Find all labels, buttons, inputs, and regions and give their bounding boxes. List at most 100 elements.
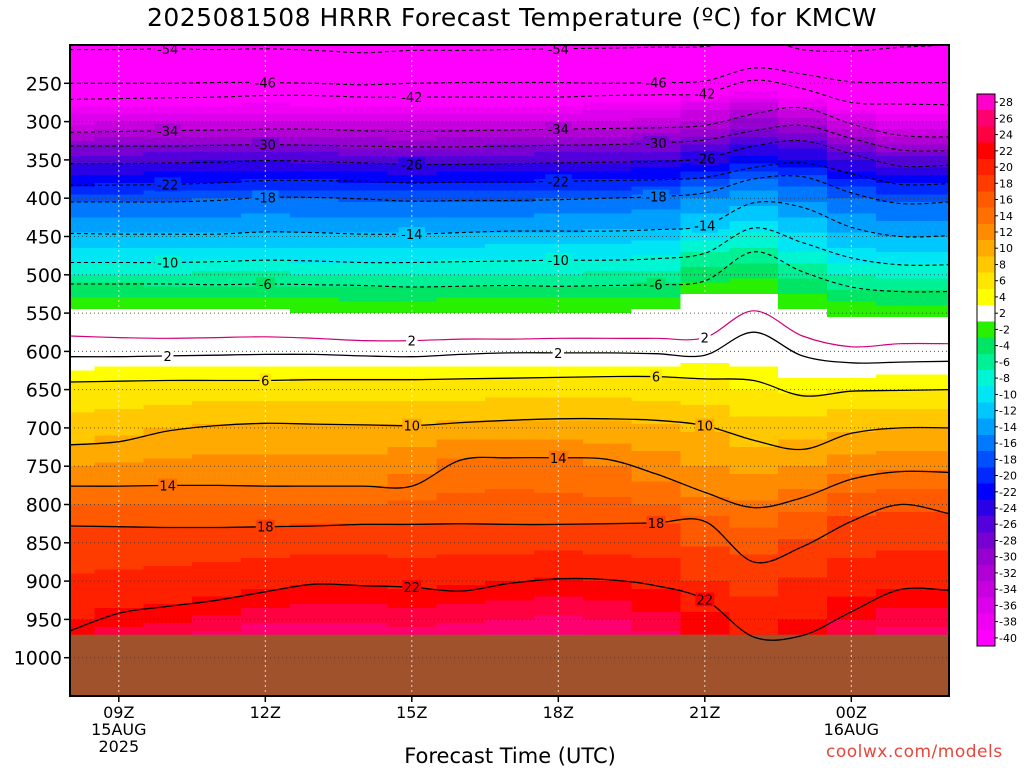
temperature-fill-cell (875, 397, 949, 403)
temperature-fill-cell (875, 75, 949, 81)
contour-line (70, 79, 949, 106)
x-tick-label: 2025 (98, 737, 139, 756)
temperature-fill-cell (875, 554, 949, 560)
contour-line (70, 227, 949, 266)
colorbar-tick-label: -24 (999, 502, 1017, 515)
y-tick-label: 700 (26, 418, 62, 440)
temperature-fill-cell (875, 87, 949, 92)
x-tick-label: 18Z (543, 703, 574, 722)
colorbar-tick-label: -32 (999, 567, 1017, 580)
y-tick-label: 300 (26, 112, 62, 134)
temperature-fill-cell (875, 535, 949, 540)
temperature-fill-cell (875, 473, 949, 479)
contour-label-bg (548, 450, 568, 465)
colorbar-tick-label: -2 (999, 323, 1010, 336)
temperature-fill-cell (875, 385, 949, 391)
temperature-fill-cell (875, 244, 949, 249)
contour-label: -46 (645, 77, 666, 92)
temperature-fill-cell (875, 508, 949, 514)
colorbar-tick-label: 28 (999, 96, 1013, 109)
temperature-fill-cell (875, 48, 949, 54)
temperature-fill-cell (875, 523, 949, 529)
colorbar-swatch (977, 516, 995, 533)
temperature-fill-cell (875, 152, 949, 157)
temperature-fill-cell (875, 519, 949, 525)
temperature-fill-cell (875, 412, 949, 418)
colorbar-tick-label: -30 (999, 551, 1017, 564)
temperature-fill-cell (875, 136, 949, 142)
x-tick-label: 09Z (103, 703, 134, 722)
x-tick-label: 12Z (250, 703, 281, 722)
temperature-fill-cell (875, 435, 949, 441)
contour-label: 14 (550, 452, 567, 467)
contour-line (70, 577, 949, 641)
contour-label-bg (161, 348, 174, 363)
colorbar-swatch (977, 191, 995, 209)
temperature-fill-cell (875, 259, 949, 265)
temperature-fill-cell (875, 71, 949, 77)
contour-label-bg (646, 277, 666, 292)
temperature-fill-cell (875, 179, 949, 184)
colorbar-tick-label: -8 (999, 372, 1010, 385)
y-tick-label: 400 (26, 188, 62, 210)
temperature-fill-cell (875, 623, 949, 628)
contour-label: -18 (645, 191, 666, 206)
temperature-fill-cell (875, 159, 949, 165)
colorbar-swatch (977, 142, 995, 160)
contour-label: -30 (255, 139, 276, 154)
colorbar-tick-label: 10 (999, 242, 1013, 255)
temperature-fill-cell (875, 600, 949, 606)
temperature-fill-cell (875, 94, 949, 100)
temperature-fill-cell (875, 274, 949, 280)
contour-line (70, 503, 949, 564)
colorbar-tick-label: 26 (999, 112, 1013, 125)
temperature-fill-cell (875, 630, 949, 636)
temperature-fill-cell (875, 320, 949, 326)
credit-text: coolwx.com/models (826, 742, 1003, 762)
contour-label-bg (695, 418, 715, 433)
temperature-fill-cell (875, 584, 949, 590)
contour-label: 6 (652, 371, 660, 386)
contour-label-bg (154, 123, 181, 138)
plot-frame (69, 44, 950, 697)
temperature-fill-cell (875, 194, 949, 200)
temperature-fill-cell (875, 332, 949, 337)
temperature-fill-cell (875, 565, 949, 571)
contour-label-bg (545, 45, 572, 56)
colorbar-tick-label: 14 (999, 210, 1013, 223)
temperature-fill-cell (875, 186, 949, 192)
temperature-fill-cell (875, 251, 949, 257)
temperature-fill-cell (875, 366, 949, 372)
temperature-fill-cell (875, 477, 949, 483)
temperature-fill-cell (875, 102, 949, 108)
temperature-fill-cell (875, 604, 949, 609)
contour-label: 22 (404, 581, 421, 596)
temperature-fill-cell (875, 374, 949, 380)
contour-label: -18 (255, 191, 276, 206)
y-tick-label: 900 (26, 571, 62, 593)
temperature-fill-cell (875, 581, 949, 586)
colorbar-swatch (977, 240, 995, 257)
temperature-fill-cell (875, 221, 949, 226)
y-tick-label: 350 (26, 150, 62, 172)
temperature-fill-cell (875, 389, 949, 395)
contour-label-bg (154, 45, 181, 56)
temperature-fill-cell (875, 324, 949, 330)
temperature-fill-cell (875, 336, 949, 341)
temperature-fill-cell (875, 106, 949, 112)
contour-line (70, 175, 949, 205)
temperature-fill-cell (875, 228, 949, 234)
contour-label: -6 (259, 278, 272, 293)
temperature-fill-cell (875, 98, 949, 104)
temperature-fill-cell (875, 454, 949, 460)
colorbar-tick-label: -4 (999, 340, 1010, 353)
colorbar-tick-label: 2 (999, 307, 1006, 320)
temperature-fill-cell (875, 362, 949, 368)
colorbar-tick-label: 22 (999, 145, 1013, 158)
contour-label-bg (398, 227, 426, 242)
temperature-fill-cell (875, 68, 949, 73)
colorbar-swatch (977, 94, 995, 111)
contour-label-bg (642, 136, 670, 150)
colorbar-swatch (977, 353, 995, 371)
contour-label-bg (398, 90, 426, 105)
